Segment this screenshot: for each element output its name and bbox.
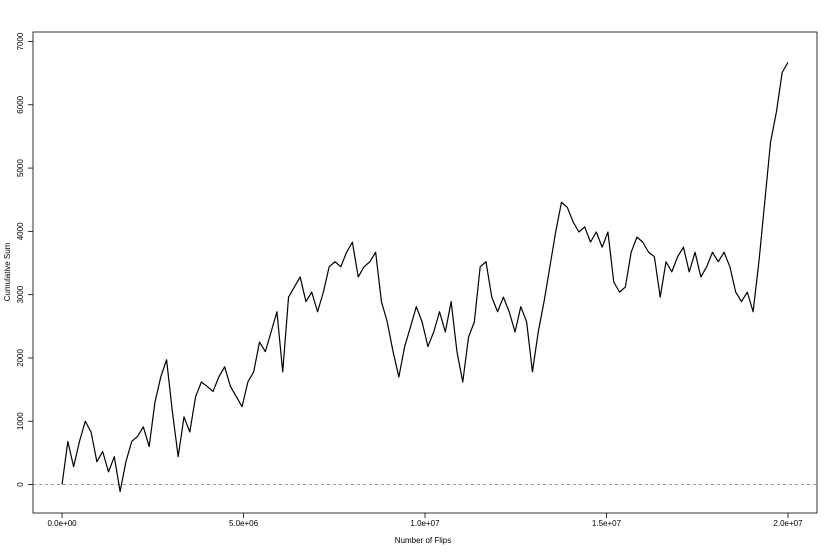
y-tick-label: 0 xyxy=(16,482,25,487)
x-tick-label: 1.0e+07 xyxy=(410,519,440,528)
y-tick-label: 1000 xyxy=(16,412,25,430)
y-axis-label: Cumulative Sum xyxy=(3,242,12,301)
x-tick-label: 2.0e+07 xyxy=(773,519,803,528)
x-tick-label: 5.0e+06 xyxy=(229,519,259,528)
y-tick-label: 6000 xyxy=(16,95,25,113)
y-tick-label: 2000 xyxy=(16,348,25,366)
y-tick-label: 5000 xyxy=(16,159,25,177)
y-tick-label: 4000 xyxy=(16,222,25,240)
y-tick-label: 7000 xyxy=(16,32,25,50)
data-line xyxy=(61,62,789,493)
x-axis-label: Number of Flips xyxy=(395,536,451,545)
x-tick-label: 1.5e+07 xyxy=(592,519,622,528)
y-tick-label: 3000 xyxy=(16,285,25,303)
x-tick-label: 0.0e+00 xyxy=(47,519,77,528)
